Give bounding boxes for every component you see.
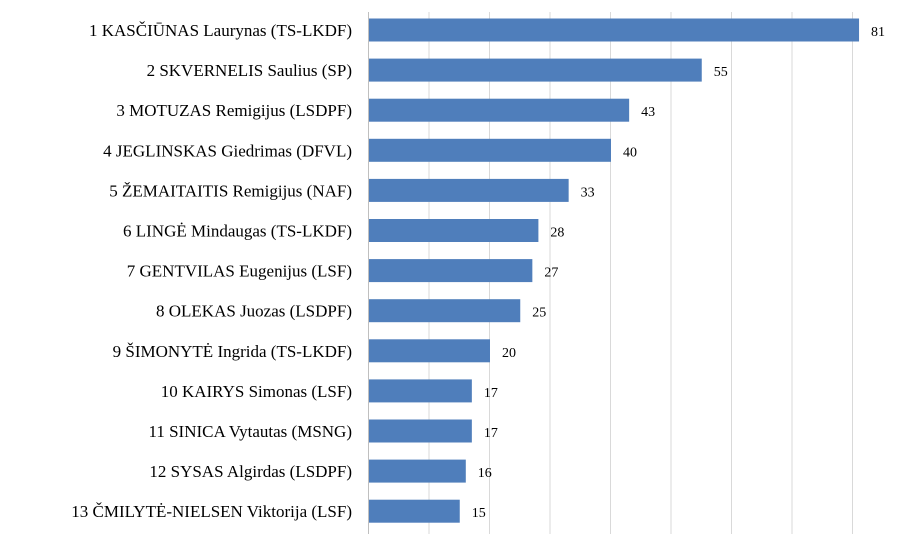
data-label: 33 (581, 185, 595, 200)
data-label: 28 (550, 226, 564, 241)
data-label: 43 (641, 105, 655, 120)
data-label: 20 (502, 346, 516, 361)
category-label: 2 SKVERNELIS Saulius (SP) (147, 61, 352, 80)
bar (369, 379, 472, 403)
data-label: 17 (484, 386, 498, 401)
category-label: 10 KAIRYS Simonas (LSF) (161, 382, 352, 401)
bar (369, 219, 539, 242)
data-label: 15 (472, 506, 486, 521)
bar (369, 259, 533, 283)
bar (369, 339, 490, 363)
bar (369, 419, 472, 443)
category-label: 1 KASČIŪNAS Laurynas (TS-LKDF) (89, 21, 352, 40)
value-labels: 81 55 43 40 33 28 27 25 20 17 17 16 15 (472, 25, 885, 521)
bar (369, 18, 860, 42)
category-label: 8 OLEKAS Juozas (LSDPF) (156, 302, 352, 321)
bars (369, 18, 860, 523)
data-label: 81 (871, 25, 885, 40)
category-label: 7 GENTVILAS Eugenijus (LSF) (127, 262, 352, 281)
category-label: 9 ŠIMONYTĖ Ingrida (TS-LKDF) (113, 342, 352, 361)
data-label: 55 (714, 65, 728, 80)
category-label: 12 SYSAS Algirdas (LSDPF) (149, 462, 352, 481)
category-label: 5 ŽEMAITAITIS Remigijus (NAF) (109, 181, 352, 200)
category-label: 11 SINICA Vytautas (MSNG) (148, 422, 352, 441)
bar (369, 178, 569, 202)
category-label: 13 ČMILYTĖ-NIELSEN Viktorija (LSF) (71, 502, 352, 521)
bar (369, 98, 630, 122)
data-label: 17 (484, 426, 498, 441)
bar (369, 58, 702, 82)
category-label: 6 LINGĖ Mindaugas (TS-LKDF) (123, 222, 352, 241)
category-labels: 1 KASČIŪNAS Laurynas (TS-LKDF) 2 SKVERNEL… (71, 21, 352, 521)
bar (369, 499, 460, 523)
category-label: 4 JEGLINSKAS Giedrimas (DFVL) (103, 141, 352, 160)
data-label: 27 (544, 266, 558, 281)
data-label: 40 (623, 145, 637, 160)
data-label: 16 (478, 466, 492, 481)
bar (369, 138, 611, 162)
data-label: 25 (532, 306, 546, 321)
bar (369, 459, 466, 483)
bar (369, 299, 521, 323)
category-label: 3 MOTUZAS Remigijus (LSDPF) (116, 101, 352, 120)
